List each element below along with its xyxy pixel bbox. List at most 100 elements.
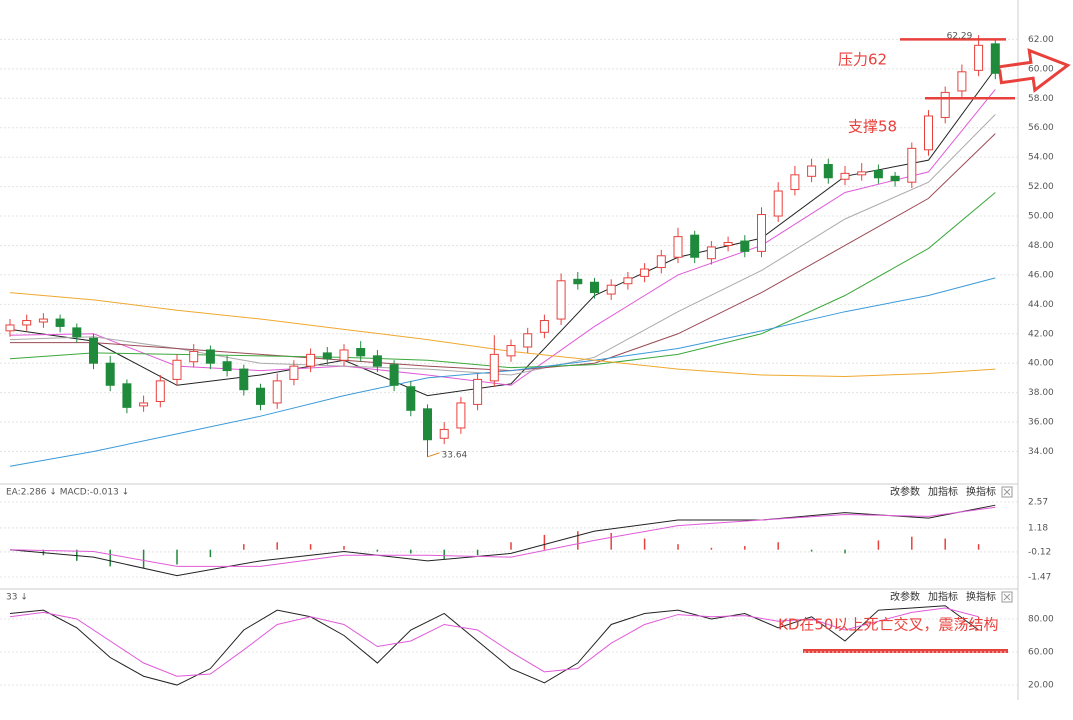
y-tick-label: 60.00 bbox=[1028, 648, 1054, 658]
candle-body bbox=[573, 278, 583, 285]
y-tick-label: 38.00 bbox=[1028, 388, 1054, 398]
y-tick-label: 34.00 bbox=[1028, 447, 1054, 457]
y-tick-label: -0.12 bbox=[1028, 547, 1051, 557]
candle-body bbox=[924, 115, 933, 151]
candle-body bbox=[807, 165, 817, 177]
candle-body bbox=[757, 214, 766, 252]
candle-body bbox=[690, 234, 700, 258]
y-tick-label: 42.00 bbox=[1028, 329, 1054, 339]
candle-body bbox=[172, 359, 182, 380]
candle-body bbox=[957, 71, 967, 92]
indicator-label: 33 ↓ bbox=[6, 593, 28, 603]
candle-body bbox=[623, 277, 633, 285]
candle-body bbox=[139, 402, 149, 407]
candle-body bbox=[473, 378, 483, 405]
y-tick-label: 52.00 bbox=[1028, 182, 1054, 192]
y-tick-label: 58.00 bbox=[1028, 94, 1054, 104]
y-tick-label: 48.00 bbox=[1028, 241, 1054, 251]
arrow-icon bbox=[997, 48, 1071, 93]
candle-body bbox=[656, 255, 666, 269]
y-tick-label: 2.57 bbox=[1028, 498, 1048, 508]
candle-body bbox=[372, 355, 382, 367]
candle-body bbox=[590, 281, 599, 294]
close-button[interactable] bbox=[1001, 591, 1013, 603]
candle-body bbox=[89, 337, 98, 364]
toolbar-button[interactable]: 改参数 bbox=[890, 590, 920, 603]
indicator-line bbox=[9, 192, 996, 369]
candle-body bbox=[857, 171, 867, 176]
high-label: 62.29 bbox=[947, 32, 973, 42]
toolbar-button[interactable]: 换指标 bbox=[966, 485, 996, 498]
indicator-label: EA:2.286 ↓ MACD:-0.013 ↓ bbox=[6, 488, 129, 498]
low-label: 33.64 bbox=[442, 450, 468, 460]
candle-body bbox=[873, 169, 883, 179]
annotation: 支撑58 bbox=[848, 118, 897, 136]
candle-body bbox=[38, 318, 48, 323]
y-tick-label: -1.47 bbox=[1028, 572, 1051, 582]
toolbar-button[interactable]: 换指标 bbox=[966, 590, 996, 603]
y-tick-label: 46.00 bbox=[1028, 270, 1054, 280]
candle-body bbox=[155, 380, 165, 402]
candle-body bbox=[840, 172, 850, 180]
candle-body bbox=[523, 333, 533, 348]
candle-body bbox=[105, 362, 115, 386]
y-tick-label: 40.00 bbox=[1028, 359, 1054, 369]
y-tick-label: 1.18 bbox=[1028, 523, 1048, 533]
candle-body bbox=[606, 284, 616, 295]
indicator-line bbox=[9, 607, 979, 677]
indicator-line bbox=[9, 277, 996, 467]
candle-body bbox=[389, 364, 399, 386]
y-tick-label: 62.00 bbox=[1028, 35, 1054, 45]
candle-body bbox=[72, 327, 82, 338]
annotation: KD在50以上死亡交叉，震荡结构 bbox=[778, 616, 998, 634]
annotation: 压力62 bbox=[838, 51, 887, 69]
candle-body bbox=[222, 361, 232, 372]
indicator-line bbox=[9, 504, 996, 577]
candle-body bbox=[289, 365, 299, 380]
candle-body bbox=[189, 350, 199, 363]
candle-body bbox=[356, 347, 366, 357]
candle-body bbox=[640, 268, 650, 277]
candle-body bbox=[205, 349, 215, 364]
candle-body bbox=[239, 368, 249, 391]
candle-body bbox=[773, 190, 783, 217]
candle-body bbox=[823, 164, 833, 179]
y-tick-label: 54.00 bbox=[1028, 153, 1054, 163]
candle-body bbox=[122, 383, 132, 408]
candle-body bbox=[272, 380, 282, 404]
candle-body bbox=[990, 43, 1000, 74]
toolbar-button[interactable]: 加指标 bbox=[928, 485, 958, 498]
toolbar-button[interactable]: 加指标 bbox=[928, 590, 958, 603]
candle-body bbox=[790, 174, 800, 191]
close-icon bbox=[1003, 593, 1011, 601]
candle-body bbox=[5, 324, 15, 332]
candle-body bbox=[406, 386, 416, 411]
y-tick-label: 20.00 bbox=[1028, 681, 1054, 691]
indicator-line bbox=[9, 506, 996, 567]
candle-body bbox=[322, 352, 332, 360]
y-tick-label: 56.00 bbox=[1028, 123, 1054, 133]
candle-body bbox=[940, 91, 950, 118]
candle-body bbox=[22, 320, 32, 326]
candle-body bbox=[539, 320, 549, 333]
candle-body bbox=[673, 236, 683, 258]
y-tick-label: 36.00 bbox=[1028, 418, 1054, 428]
candle-body bbox=[55, 318, 65, 327]
y-tick-label: 44.00 bbox=[1028, 300, 1054, 310]
y-tick-label: 60.00 bbox=[1028, 64, 1054, 74]
candle-body bbox=[339, 349, 349, 361]
candle-body bbox=[723, 242, 733, 246]
candle-body bbox=[974, 44, 984, 71]
close-button[interactable] bbox=[1001, 486, 1013, 498]
candle-body bbox=[740, 240, 750, 252]
close-icon bbox=[1003, 488, 1011, 496]
candle-body bbox=[489, 353, 499, 382]
y-tick-label: 50.00 bbox=[1028, 212, 1054, 222]
candle-body bbox=[706, 246, 716, 260]
candle-body bbox=[439, 428, 449, 439]
candle-body bbox=[456, 402, 466, 429]
candle-body bbox=[306, 353, 316, 367]
toolbar-button[interactable]: 改参数 bbox=[890, 485, 920, 498]
candle-body bbox=[506, 345, 516, 357]
